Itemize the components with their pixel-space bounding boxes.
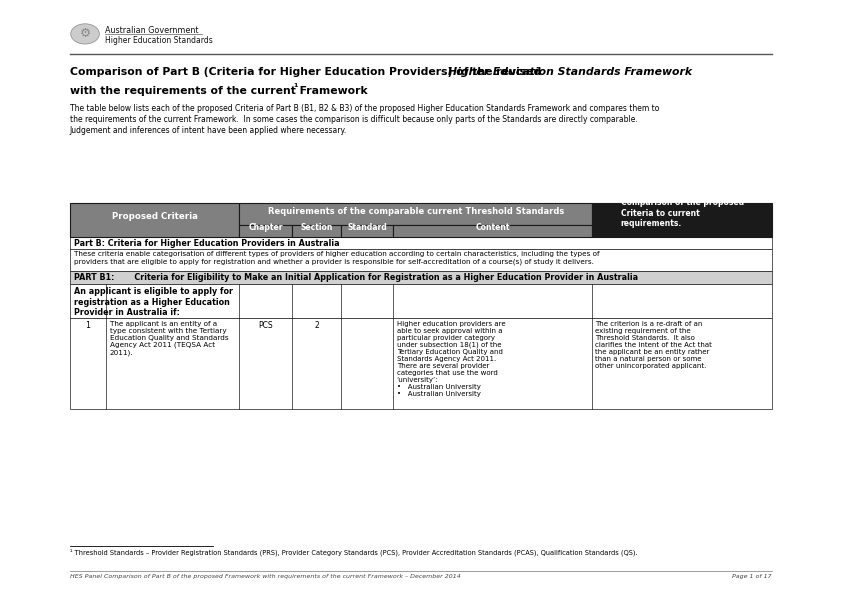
Circle shape xyxy=(71,24,99,44)
Text: the requirements of the current Framework.  In some cases the comparison is diff: the requirements of the current Framewor… xyxy=(70,115,637,124)
Text: ⚙: ⚙ xyxy=(79,27,91,40)
Bar xyxy=(341,225,393,237)
Text: Requirements of the comparable current Threshold Standards: Requirements of the comparable current T… xyxy=(268,206,564,216)
Text: 1: 1 xyxy=(293,83,297,88)
Bar xyxy=(70,237,772,249)
Text: 2: 2 xyxy=(314,321,319,330)
Text: HES Panel Comparison of Part B of the proposed Framework with requirements of th: HES Panel Comparison of Part B of the pr… xyxy=(70,574,461,578)
Text: Content: Content xyxy=(476,223,510,233)
Bar xyxy=(292,225,341,237)
Text: Judgement and inferences of intent have been applied where necessary.: Judgement and inferences of intent have … xyxy=(70,126,347,134)
Text: Comparison of Part B (Criteria for Higher Education Providers) of the revised: Comparison of Part B (Criteria for Highe… xyxy=(70,67,545,77)
Text: Page 1 of 17: Page 1 of 17 xyxy=(733,574,772,578)
Text: Australian Government: Australian Government xyxy=(105,26,199,35)
Text: Comparison of the proposed
Criteria to current
requirements.: Comparison of the proposed Criteria to c… xyxy=(621,198,743,228)
Bar xyxy=(70,284,772,318)
Text: Standard: Standard xyxy=(347,223,387,233)
Text: The criterion is a re-draft of an
existing requirement of the
Threshold Standard: The criterion is a re-draft of an existi… xyxy=(595,321,712,369)
Text: Section: Section xyxy=(301,223,333,233)
Text: ¹ Threshold Standards – Provider Registration Standards (PRS), Provider Category: ¹ Threshold Standards – Provider Registr… xyxy=(70,549,637,556)
Text: 1: 1 xyxy=(85,321,90,330)
Text: Chapter: Chapter xyxy=(248,223,283,233)
Bar xyxy=(70,203,239,237)
Bar xyxy=(239,225,292,237)
Text: Proposed Criteria: Proposed Criteria xyxy=(112,212,198,221)
Text: The applicant is an entity of a
type consistent with the Tertiary
Education Qual: The applicant is an entity of a type con… xyxy=(109,321,228,356)
Bar xyxy=(70,249,772,271)
Text: Higher Education Standards Framework: Higher Education Standards Framework xyxy=(448,67,692,77)
Bar xyxy=(592,203,772,237)
Text: Higher education providers are
able to seek approval within a
particular provide: Higher education providers are able to s… xyxy=(397,321,505,397)
Bar xyxy=(239,203,592,225)
Text: PART B1:     Criteria for Eligibility to Make an Initial Application for Registr: PART B1: Criteria for Eligibility to Mak… xyxy=(74,273,638,282)
Bar xyxy=(70,271,772,284)
Text: Part B: Criteria for Higher Education Providers in Australia: Part B: Criteria for Higher Education Pr… xyxy=(74,239,339,248)
Text: The table below lists each of the proposed Criteria of Part B (B1, B2 & B3) of t: The table below lists each of the propos… xyxy=(70,104,659,113)
Text: These criteria enable categorisation of different types of providers of higher e: These criteria enable categorisation of … xyxy=(74,251,600,265)
Text: Higher Education Standards: Higher Education Standards xyxy=(105,36,213,45)
Text: PCS: PCS xyxy=(258,321,273,330)
Bar xyxy=(393,225,592,237)
Text: with the requirements of the current Framework: with the requirements of the current Fra… xyxy=(70,86,367,96)
Bar xyxy=(70,318,772,409)
Text: An applicant is eligible to apply for
registration as a Higher Education
Provide: An applicant is eligible to apply for re… xyxy=(74,287,233,317)
